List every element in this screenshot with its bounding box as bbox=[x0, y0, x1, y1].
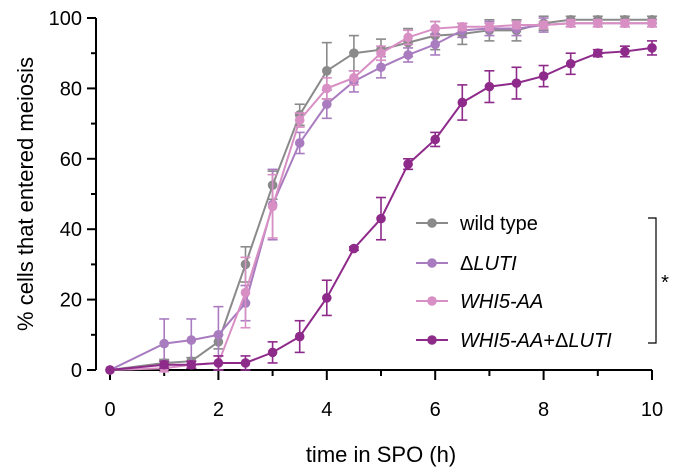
data-point bbox=[565, 58, 576, 69]
significance-marker: * bbox=[661, 272, 669, 294]
data-point bbox=[538, 71, 549, 81]
y-tick-label: 0 bbox=[71, 360, 82, 382]
legend-label: wild type bbox=[459, 213, 538, 235]
legend-label: WHI5-AA+ΔLUTI bbox=[460, 330, 612, 352]
data-point bbox=[267, 347, 278, 358]
data-point bbox=[240, 287, 251, 298]
data-point bbox=[511, 78, 522, 88]
data-point bbox=[457, 22, 468, 32]
x-tick-label: 10 bbox=[641, 399, 663, 421]
data-point bbox=[294, 331, 305, 342]
legend-swatch-marker bbox=[427, 258, 437, 268]
y-tick-label: 100 bbox=[49, 8, 82, 30]
data-point bbox=[349, 73, 359, 83]
data-point bbox=[159, 338, 169, 349]
data-point bbox=[240, 358, 251, 368]
y-tick-label: 80 bbox=[60, 78, 82, 100]
data-point bbox=[620, 18, 630, 29]
data-point bbox=[403, 32, 413, 43]
data-point bbox=[484, 22, 495, 32]
data-point bbox=[159, 359, 169, 370]
x-tick-label: 4 bbox=[321, 399, 332, 421]
series-2 bbox=[105, 18, 657, 375]
data-point bbox=[294, 138, 305, 148]
data-point bbox=[376, 213, 386, 224]
data-point bbox=[647, 43, 657, 53]
data-point bbox=[484, 81, 495, 92]
data-point bbox=[186, 359, 197, 370]
data-point bbox=[105, 365, 115, 375]
legend-swatch-marker bbox=[427, 296, 437, 306]
x-axis-title: time in SPO (h) bbox=[306, 442, 456, 467]
data-point bbox=[294, 115, 305, 125]
y-tick-label: 40 bbox=[60, 219, 82, 241]
data-point bbox=[511, 20, 522, 30]
data-point bbox=[593, 18, 603, 29]
data-point bbox=[349, 48, 359, 58]
legend-label: WHI5-AA bbox=[460, 291, 543, 313]
series-3 bbox=[105, 40, 657, 375]
legend-swatch-marker bbox=[427, 335, 437, 345]
legend: wild type ΔLUTI WHI5-AA WHI5-AA+ΔLUTI bbox=[416, 213, 657, 352]
data-point bbox=[322, 66, 332, 76]
legend-label: ΔLUTI bbox=[460, 253, 517, 275]
legend-swatch-marker bbox=[427, 218, 437, 228]
x-tick-label: 0 bbox=[104, 399, 115, 421]
data-point bbox=[376, 48, 386, 58]
data-point bbox=[430, 39, 441, 50]
data-point bbox=[322, 83, 332, 94]
data-point bbox=[430, 23, 441, 34]
data-point bbox=[565, 18, 576, 29]
data-point bbox=[403, 50, 413, 60]
x-tick-label: 6 bbox=[430, 399, 441, 421]
data-point bbox=[267, 201, 278, 212]
y-tick-label: 60 bbox=[60, 149, 82, 171]
x-tick-label: 8 bbox=[538, 399, 549, 421]
data-point bbox=[349, 243, 359, 254]
y-tick-label: 20 bbox=[60, 290, 82, 312]
significance-bracket bbox=[648, 217, 657, 344]
data-point bbox=[403, 159, 413, 169]
data-point bbox=[322, 293, 332, 303]
data-point bbox=[620, 46, 630, 57]
series-layer bbox=[105, 14, 657, 375]
data-point bbox=[647, 18, 657, 29]
data-point bbox=[213, 358, 224, 368]
y-axis-title: % cells that entered meiosis bbox=[13, 57, 38, 331]
series-1 bbox=[105, 17, 657, 375]
data-point bbox=[186, 335, 197, 345]
data-point bbox=[213, 330, 224, 340]
data-point bbox=[593, 48, 603, 58]
data-point bbox=[322, 99, 332, 110]
data-point bbox=[376, 62, 386, 73]
data-point bbox=[457, 97, 468, 108]
data-point bbox=[538, 20, 549, 30]
data-point bbox=[430, 134, 441, 145]
x-tick-label: 2 bbox=[213, 399, 224, 421]
